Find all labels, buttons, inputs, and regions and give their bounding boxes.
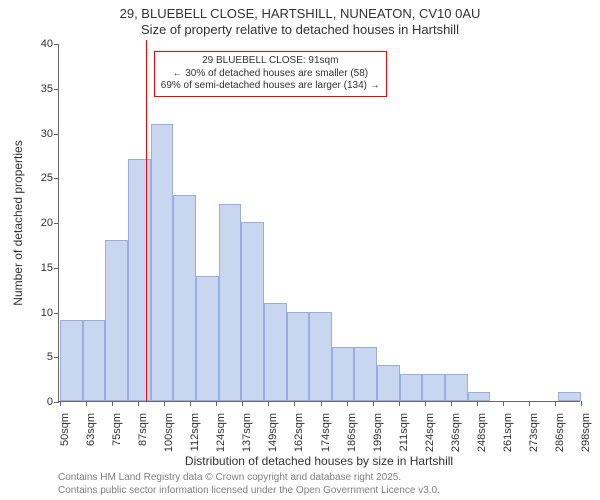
annotation-line-2: ← 30% of detached houses are smaller (58… xyxy=(161,68,380,81)
xtick-label: 100sqm xyxy=(163,407,175,452)
ytick-label: 5 xyxy=(47,351,59,363)
histogram-bar xyxy=(468,392,491,401)
xtick-mark xyxy=(477,401,478,406)
histogram-bar xyxy=(173,195,196,401)
xtick-mark xyxy=(112,401,113,406)
footer-line-2: Contains public sector information licen… xyxy=(58,485,440,498)
histogram-bar xyxy=(309,312,332,402)
histogram-bar xyxy=(354,347,377,401)
xtick-mark xyxy=(529,401,530,406)
xtick-label: 248sqm xyxy=(476,407,488,452)
xtick-label: 50sqm xyxy=(59,407,71,446)
title-block: 29, BLUEBELL CLOSE, HARTSHILL, NUNEATON,… xyxy=(0,0,600,39)
title-line-2: Size of property relative to detached ho… xyxy=(0,22,600,38)
y-axis-label: Number of detached properties xyxy=(11,140,25,305)
xtick-mark xyxy=(164,401,165,406)
xtick-mark xyxy=(216,401,217,406)
xtick-mark xyxy=(399,401,400,406)
ytick-label: 10 xyxy=(41,307,59,319)
plot-area: 051015202530354050sqm63sqm75sqm87sqm100s… xyxy=(58,44,580,402)
histogram-bar xyxy=(60,320,83,401)
xtick-label: 124sqm xyxy=(215,407,227,452)
xtick-mark xyxy=(347,401,348,406)
chart-container: 29, BLUEBELL CLOSE, HARTSHILL, NUNEATON,… xyxy=(0,0,600,500)
xtick-mark xyxy=(581,401,582,406)
ytick-label: 20 xyxy=(41,217,59,229)
histogram-bar xyxy=(219,204,242,401)
reference-line xyxy=(146,40,147,401)
xtick-label: 87sqm xyxy=(137,407,149,446)
xtick-mark xyxy=(138,401,139,406)
ytick-label: 35 xyxy=(41,83,59,95)
histogram-bar xyxy=(128,159,151,401)
xtick-label: 75sqm xyxy=(111,407,123,446)
xtick-mark xyxy=(86,401,87,406)
ytick-label: 0 xyxy=(47,396,59,408)
xtick-label: 186sqm xyxy=(346,407,358,452)
histogram-bar xyxy=(151,124,174,401)
xtick-mark xyxy=(268,401,269,406)
xtick-label: 286sqm xyxy=(554,407,566,452)
xtick-mark xyxy=(555,401,556,406)
histogram-bar xyxy=(332,347,355,401)
xtick-label: 298sqm xyxy=(580,407,592,452)
xtick-mark xyxy=(503,401,504,406)
xtick-mark xyxy=(425,401,426,406)
xtick-label: 162sqm xyxy=(293,407,305,452)
annotation-line-1: 29 BLUEBELL CLOSE: 91sqm xyxy=(161,55,380,68)
footer-note: Contains HM Land Registry data © Crown c… xyxy=(58,472,440,497)
x-axis-label: Distribution of detached houses by size … xyxy=(185,454,453,468)
annotation-line-3: 69% of semi-detached houses are larger (… xyxy=(161,80,380,93)
xtick-mark xyxy=(373,401,374,406)
xtick-label: 112sqm xyxy=(189,407,201,451)
xtick-label: 273sqm xyxy=(528,407,540,452)
xtick-label: 63sqm xyxy=(85,407,97,446)
xtick-label: 224sqm xyxy=(424,407,436,452)
histogram-bar xyxy=(558,392,581,401)
histogram-bar xyxy=(422,374,445,401)
xtick-label: 199sqm xyxy=(372,407,384,452)
title-line-1: 29, BLUEBELL CLOSE, HARTSHILL, NUNEATON,… xyxy=(0,6,600,22)
xtick-label: 236sqm xyxy=(450,407,462,452)
xtick-mark xyxy=(451,401,452,406)
ytick-label: 40 xyxy=(41,38,59,50)
xtick-mark xyxy=(60,401,61,406)
ytick-label: 30 xyxy=(41,128,59,140)
ytick-label: 25 xyxy=(41,172,59,184)
footer-line-1: Contains HM Land Registry data © Crown c… xyxy=(58,472,440,485)
xtick-mark xyxy=(321,401,322,406)
histogram-bar xyxy=(400,374,423,401)
xtick-label: 149sqm xyxy=(267,407,279,452)
xtick-mark xyxy=(294,401,295,406)
annotation-box: 29 BLUEBELL CLOSE: 91sqm← 30% of detache… xyxy=(154,51,387,97)
histogram-bar xyxy=(241,222,264,401)
histogram-bar xyxy=(264,303,287,401)
xtick-label: 137sqm xyxy=(241,407,253,452)
histogram-bar xyxy=(105,240,128,401)
xtick-mark xyxy=(242,401,243,406)
histogram-bar xyxy=(83,320,106,401)
xtick-label: 211sqm xyxy=(398,407,410,451)
histogram-bar xyxy=(196,276,219,401)
histogram-bar xyxy=(445,374,468,401)
ytick-label: 15 xyxy=(41,262,59,274)
histogram-bar xyxy=(287,312,310,402)
histogram-bar xyxy=(377,365,400,401)
xtick-label: 261sqm xyxy=(502,407,514,452)
xtick-mark xyxy=(190,401,191,406)
xtick-label: 174sqm xyxy=(320,407,332,452)
